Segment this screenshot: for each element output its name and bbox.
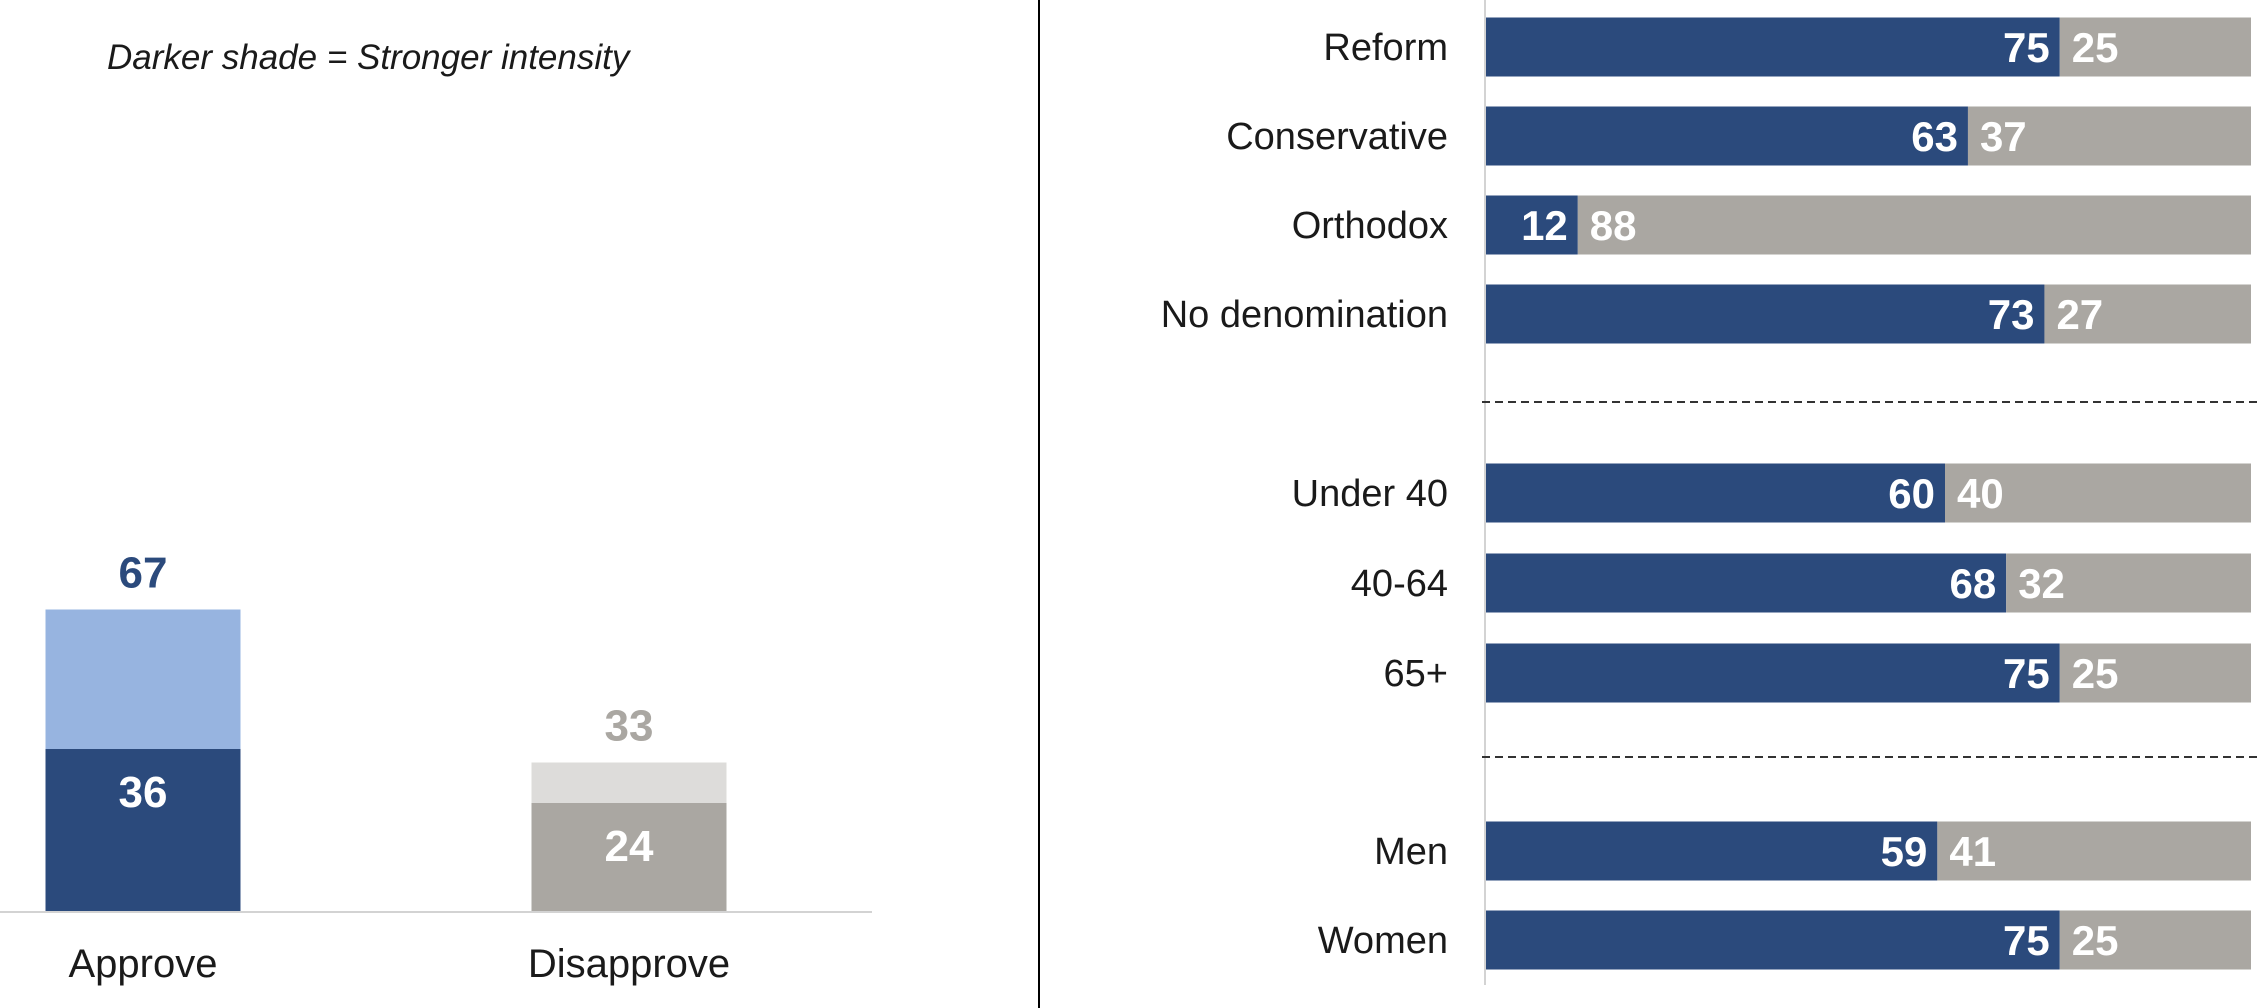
data-label-disapprove-men: 41	[1949, 828, 1996, 875]
data-label-approve-40-64: 68	[1949, 560, 1996, 607]
data-label-disapprove-total: 33	[605, 702, 654, 751]
bar-approve-women	[1486, 910, 2060, 970]
intensity-note: Darker shade = Stronger intensity	[107, 38, 630, 77]
data-label-disapprove-strong: 24	[605, 822, 654, 871]
row-label-65-: 65+	[1384, 653, 1448, 695]
data-label-disapprove-no-denomination: 27	[2056, 291, 2103, 338]
row-label-orthodox: Orthodox	[1292, 205, 1448, 247]
data-label-approve-men: 59	[1881, 828, 1928, 875]
panel-divider	[1038, 0, 1040, 1008]
data-label-disapprove-reform: 25	[2072, 24, 2119, 71]
data-label-approve-conservative: 63	[1911, 113, 1958, 160]
row-label-no-denomination: No denomination	[1161, 294, 1448, 336]
data-label-disapprove-orthodox: 88	[1590, 202, 1637, 249]
row-label-conservative: Conservative	[1226, 116, 1448, 158]
bar-disapprove-reform	[2059, 17, 2251, 77]
data-label-disapprove-under-40: 40	[1957, 470, 2004, 517]
bar-approve-men	[1486, 821, 1938, 881]
row-label-women: Women	[1318, 920, 1448, 962]
data-label-disapprove-40-64: 32	[2018, 560, 2065, 607]
bar-approve-no-denomination	[1486, 284, 2045, 344]
data-label-approve-women: 75	[2003, 917, 2050, 964]
category-label-approve: Approve	[69, 942, 218, 986]
bar-disapprove-somewhat	[531, 762, 727, 803]
data-label-approve-orthodox: 12	[1521, 202, 1568, 249]
bar-disapprove-under-40	[1945, 463, 2251, 523]
data-label-approve-65-: 75	[2003, 650, 2050, 697]
bar-approve-40-64	[1486, 553, 2007, 613]
data-label-approve-under-40: 60	[1888, 470, 1935, 517]
bar-disapprove-orthodox	[1577, 195, 2251, 255]
row-label-reform: Reform	[1323, 27, 1448, 69]
data-label-disapprove-women: 25	[2072, 917, 2119, 964]
bar-approve-orthodox	[1486, 195, 1578, 255]
bar-disapprove-no-denomination	[2044, 284, 2251, 344]
bar-disapprove-women	[2059, 910, 2251, 970]
bar-approve-reform	[1486, 17, 2060, 77]
bar-approve-conservative	[1486, 106, 1968, 166]
data-label-disapprove-conservative: 37	[1980, 113, 2027, 160]
bar-disapprove-conservative	[1967, 106, 2251, 166]
data-label-approve-strong: 36	[119, 768, 168, 817]
bar-approve-strong	[45, 749, 241, 911]
data-label-approve-no-denomination: 73	[1988, 291, 2035, 338]
approval-stacked-bar-chart: 36 67 Approve 24 33 Disapprove	[0, 549, 872, 986]
bar-disapprove-men	[1937, 821, 2251, 881]
category-label-disapprove: Disapprove	[528, 942, 730, 986]
row-label-under-40: Under 40	[1292, 473, 1448, 515]
row-label-40-64: 40-64	[1351, 563, 1448, 605]
data-label-approve-total: 67	[119, 549, 168, 598]
data-label-approve-reform: 75	[2003, 24, 2050, 71]
data-label-disapprove-65-: 25	[2072, 650, 2119, 697]
bar-approve-65-	[1486, 643, 2060, 703]
bar-approve-somewhat	[45, 609, 241, 749]
bar-approve-under-40	[1486, 463, 1945, 523]
bar-disapprove-strong	[531, 803, 727, 911]
bar-disapprove-40-64	[2006, 553, 2251, 613]
bar-disapprove-65-	[2059, 643, 2251, 703]
row-label-men: Men	[1374, 831, 1448, 873]
